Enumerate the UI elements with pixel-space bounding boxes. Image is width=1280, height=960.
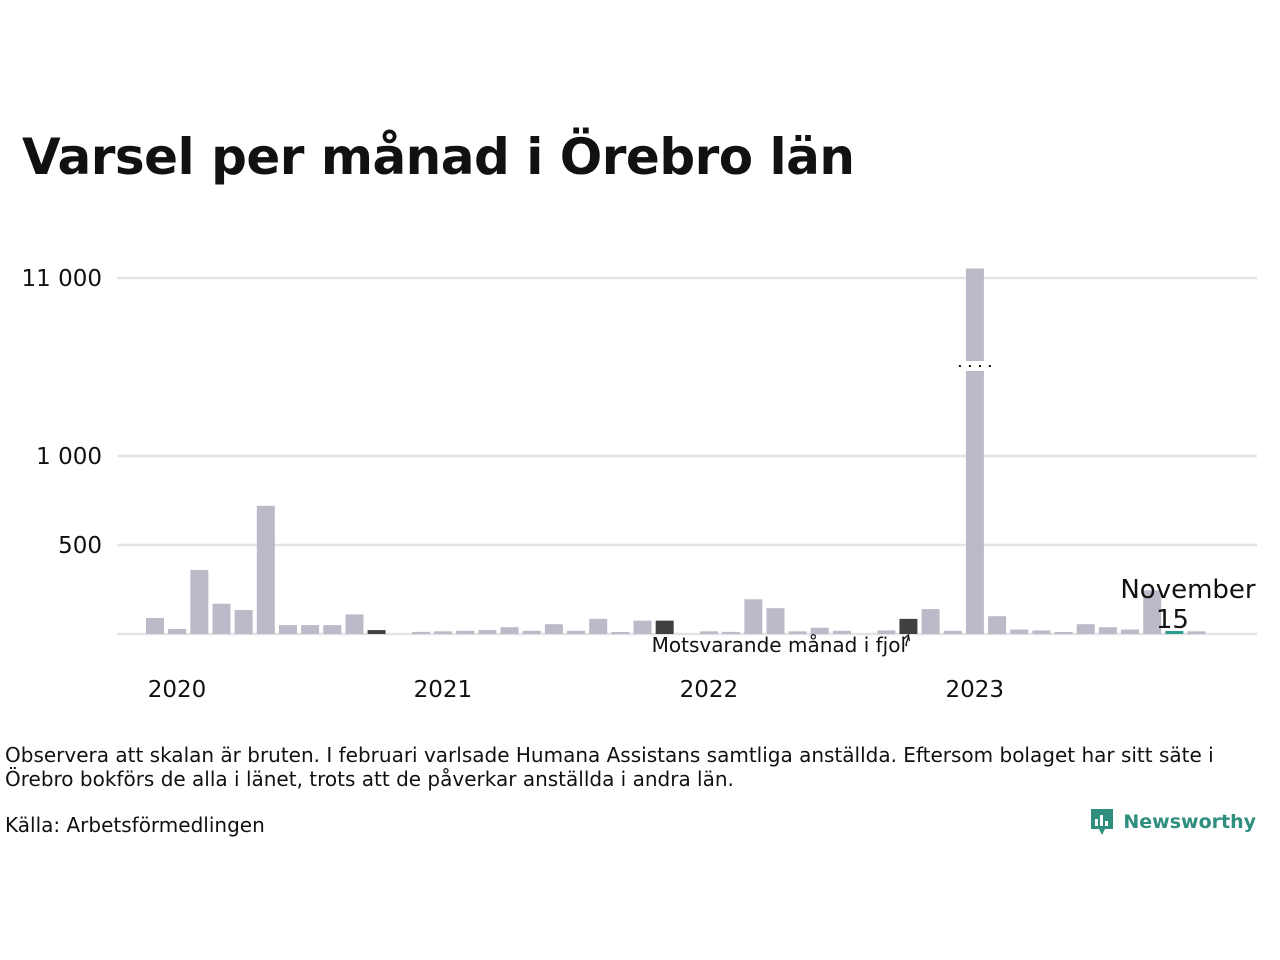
bar <box>367 630 386 634</box>
chart-title: Varsel per månad i Örebro län <box>22 128 855 186</box>
bar <box>190 569 209 634</box>
bar <box>1165 631 1184 634</box>
grid-lines <box>117 276 1257 636</box>
bar <box>877 630 896 634</box>
bar <box>345 614 364 634</box>
x-year-label: 2021 <box>414 677 473 703</box>
newsworthy-logo: Newsworthy <box>1089 807 1256 837</box>
bar <box>1054 632 1073 634</box>
bar <box>522 630 541 634</box>
bar <box>146 617 164 634</box>
bar <box>744 599 763 634</box>
chart-note: Observera att skalan är bruten. I februa… <box>5 743 1214 791</box>
brand-name: Newsworthy <box>1123 811 1256 833</box>
bar <box>633 620 652 634</box>
axis-break-gap <box>964 361 985 371</box>
bar <box>434 631 453 634</box>
annotation-arrow <box>905 636 910 647</box>
bar <box>766 608 785 634</box>
bar <box>655 620 674 634</box>
bar <box>278 625 297 634</box>
x-year-label: 2023 <box>945 677 1004 703</box>
bar <box>1098 627 1117 634</box>
bar <box>1121 629 1140 634</box>
last-year-annotation: Motsvarande månad i fjol <box>652 633 906 657</box>
bar <box>988 616 1007 634</box>
bar <box>722 631 741 634</box>
current-value-label: 15 <box>1156 605 1189 635</box>
bar <box>212 603 231 634</box>
bar <box>943 630 962 634</box>
bars <box>146 268 1206 634</box>
x-year-label: 2022 <box>680 677 739 703</box>
bar <box>1143 590 1162 634</box>
bar <box>832 630 851 634</box>
bar <box>1010 629 1029 634</box>
bar <box>567 630 586 634</box>
x-year-label: 2020 <box>148 677 207 703</box>
bar <box>478 630 497 634</box>
current-month-label: November <box>1120 575 1256 605</box>
annotation-arrowhead <box>903 633 911 642</box>
bar <box>1187 631 1206 634</box>
bar <box>965 268 984 634</box>
bar <box>611 632 630 634</box>
bar <box>810 627 829 634</box>
y-tick-label: 11 000 <box>22 266 102 292</box>
labels: 500 1 000 11 000 2020 2021 2022 2023 November15… <box>22 266 1256 703</box>
bar <box>256 505 275 634</box>
bar <box>168 629 187 634</box>
bar <box>234 609 253 634</box>
bar <box>500 627 519 634</box>
bar <box>456 630 475 634</box>
bar <box>921 609 940 634</box>
newsworthy-icon <box>1091 809 1114 835</box>
bar <box>1076 624 1095 634</box>
bar <box>301 625 320 634</box>
source-credit: Källa: Arbetsförmedlingen <box>5 813 265 837</box>
bar <box>700 631 718 634</box>
bar <box>323 625 342 634</box>
bar <box>589 618 608 634</box>
y-tick-label: 1 000 <box>36 444 102 470</box>
bar <box>544 624 563 634</box>
bar <box>1032 630 1051 634</box>
y-tick-label: 500 <box>58 533 102 559</box>
bar <box>899 618 918 634</box>
bar <box>411 631 430 634</box>
bar <box>788 631 807 634</box>
